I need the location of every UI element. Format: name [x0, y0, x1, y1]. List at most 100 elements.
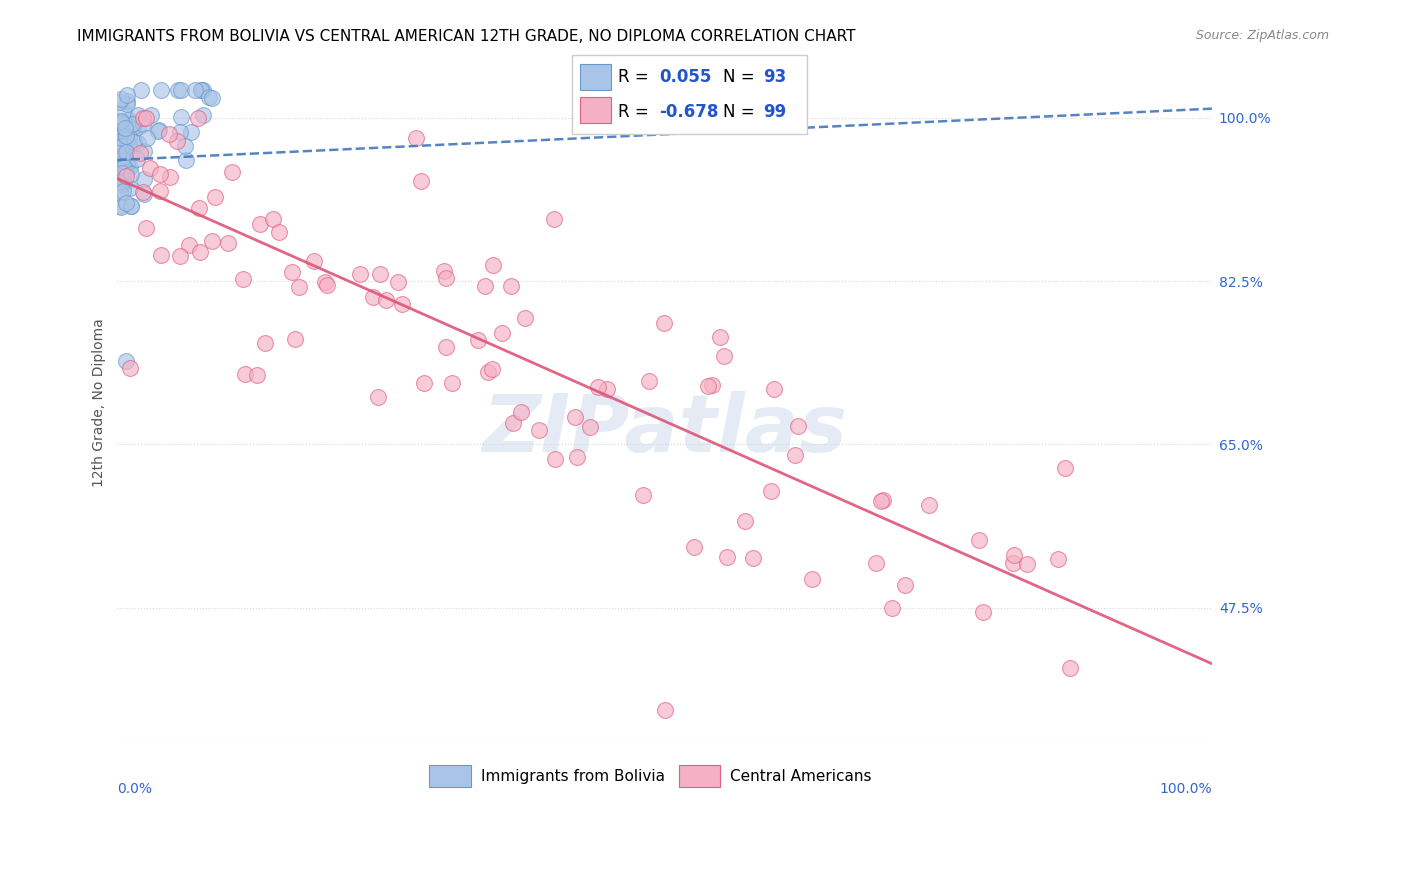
- Point: [801, 572, 824, 586]
- Point: [474, 279, 496, 293]
- Point: [763, 382, 786, 396]
- Point: [249, 217, 271, 231]
- Point: [412, 376, 434, 390]
- Point: [716, 550, 738, 565]
- Point: [114, 156, 136, 170]
- Point: [391, 297, 413, 311]
- Bar: [581, 64, 612, 90]
- Point: [107, 171, 129, 186]
- Point: [135, 220, 157, 235]
- Point: [201, 235, 224, 249]
- Point: [114, 145, 136, 159]
- Point: [197, 90, 219, 104]
- Point: [1017, 557, 1039, 571]
- Point: [110, 92, 132, 106]
- Point: [269, 226, 291, 240]
- Point: [204, 189, 226, 203]
- Point: [112, 184, 135, 198]
- Point: [111, 131, 134, 145]
- Point: [121, 116, 143, 130]
- Point: [363, 290, 385, 304]
- Point: [177, 238, 200, 252]
- Point: [115, 165, 138, 179]
- Point: [122, 120, 145, 134]
- Point: [872, 493, 894, 508]
- Point: [288, 279, 311, 293]
- Point: [191, 83, 214, 97]
- Point: [280, 265, 302, 279]
- Point: [139, 108, 162, 122]
- Point: [349, 267, 371, 281]
- Point: [110, 114, 132, 128]
- Point: [509, 405, 531, 419]
- Point: [586, 380, 609, 394]
- Point: [110, 144, 132, 158]
- Point: [112, 162, 135, 177]
- Point: [543, 211, 565, 226]
- Point: [111, 143, 134, 157]
- Point: [107, 159, 129, 173]
- Point: [112, 153, 135, 168]
- Point: [221, 165, 243, 179]
- Point: [129, 145, 152, 160]
- Point: [111, 127, 134, 141]
- Y-axis label: 12th Grade, No Diploma: 12th Grade, No Diploma: [93, 318, 107, 487]
- Text: 99: 99: [763, 103, 786, 120]
- Point: [201, 91, 224, 105]
- Point: [114, 120, 136, 135]
- Point: [112, 137, 135, 152]
- Point: [115, 157, 138, 171]
- Point: [1059, 661, 1081, 675]
- Text: Immigrants from Bolivia: Immigrants from Bolivia: [481, 769, 665, 784]
- Point: [314, 275, 336, 289]
- Point: [148, 123, 170, 137]
- Point: [188, 245, 211, 260]
- Point: [110, 151, 132, 165]
- Point: [127, 136, 149, 150]
- Point: [107, 199, 129, 213]
- Point: [117, 138, 139, 153]
- Point: [1002, 556, 1025, 570]
- Point: [129, 83, 152, 97]
- Point: [190, 83, 212, 97]
- Point: [254, 336, 277, 351]
- Point: [118, 130, 141, 145]
- Point: [1046, 551, 1069, 566]
- Point: [217, 235, 239, 250]
- Point: [654, 703, 676, 717]
- Point: [146, 124, 169, 138]
- Text: Source: ZipAtlas.com: Source: ZipAtlas.com: [1195, 29, 1329, 42]
- Point: [652, 316, 675, 330]
- Point: [150, 247, 173, 261]
- Point: [246, 368, 269, 382]
- Point: [564, 409, 586, 424]
- Point: [148, 167, 170, 181]
- Text: 100.0%: 100.0%: [1160, 782, 1212, 797]
- Bar: [572, 55, 807, 134]
- Point: [513, 311, 536, 326]
- Text: R =: R =: [617, 103, 654, 120]
- Point: [131, 186, 153, 200]
- Point: [112, 159, 135, 173]
- Point: [433, 263, 456, 277]
- Point: [302, 254, 325, 268]
- Text: N =: N =: [723, 68, 759, 86]
- Point: [110, 177, 132, 191]
- Point: [190, 83, 212, 97]
- Point: [107, 124, 129, 138]
- Point: [436, 340, 458, 354]
- Point: [114, 129, 136, 144]
- Point: [683, 540, 706, 554]
- Point: [482, 258, 505, 272]
- Point: [1002, 549, 1025, 563]
- Point: [115, 195, 138, 210]
- Point: [713, 349, 735, 363]
- Point: [108, 173, 131, 187]
- Point: [107, 145, 129, 160]
- Point: [880, 601, 903, 615]
- Point: [111, 151, 134, 165]
- Point: [918, 498, 941, 512]
- Point: [233, 368, 256, 382]
- Point: [112, 134, 135, 148]
- Point: [107, 130, 129, 145]
